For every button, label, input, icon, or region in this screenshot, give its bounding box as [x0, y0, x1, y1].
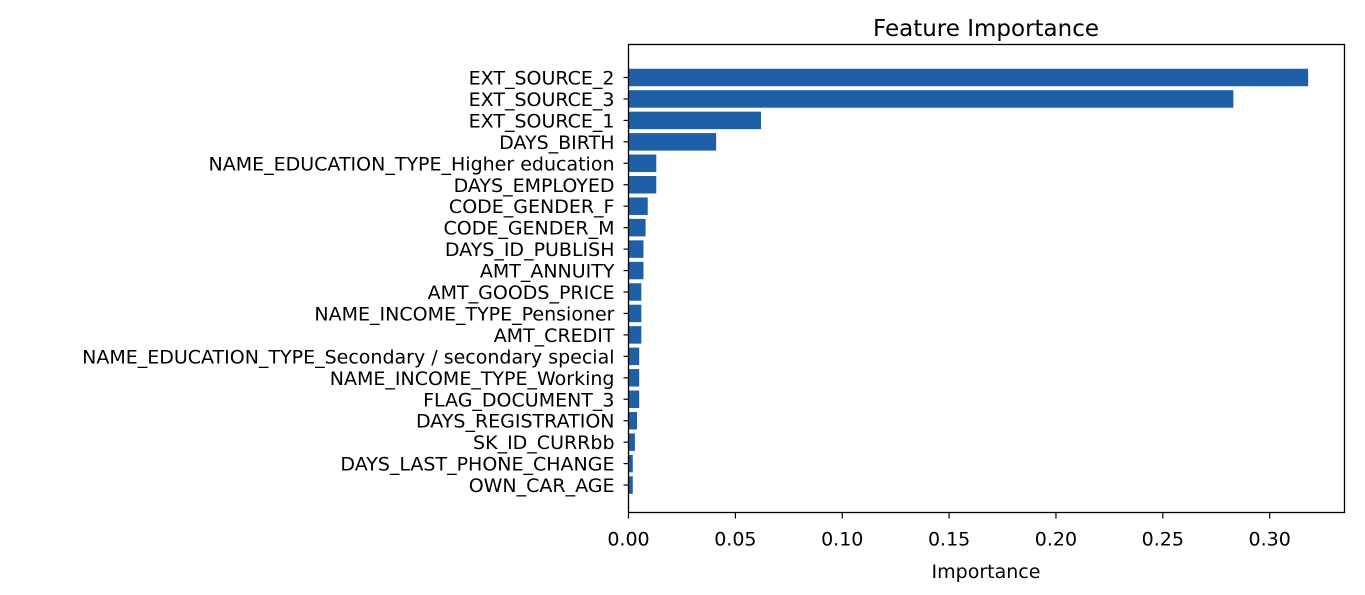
y-tick-label: CODE_GENDER_M	[443, 218, 614, 240]
y-tick-label: EXT_SOURCE_2	[469, 68, 615, 90]
bars-layer	[628, 68, 1309, 494]
y-tick-layer: EXT_SOURCE_2EXT_SOURCE_3EXT_SOURCE_1DAYS…	[82, 68, 629, 497]
y-tick-label: NAME_INCOME_TYPE_Pensioner	[314, 303, 614, 325]
bar-code-gender-f	[628, 197, 648, 215]
y-tick-label: DAYS_REGISTRATION	[416, 411, 615, 433]
bar-code-gender-m	[628, 218, 646, 237]
y-tick-label: CODE_GENDER_F	[449, 196, 615, 218]
y-tick-label: NAME_EDUCATION_TYPE_Secondary / secondar…	[82, 346, 614, 368]
bar-ext-source-3	[628, 90, 1234, 108]
bar-flag-document-3	[628, 390, 640, 408]
bar-name-income-type-working	[628, 369, 640, 387]
chart-title: Feature Importance	[873, 16, 1099, 42]
bar-name-education-type-secondary-secondary-special	[628, 347, 640, 366]
bar-days-employed	[628, 176, 657, 194]
y-tick-label: DAYS_BIRTH	[499, 132, 614, 154]
plot-frame	[627, 43, 1346, 514]
x-tick-label: 0.15	[928, 529, 970, 551]
bar-days-last-phone-change	[628, 454, 633, 473]
x-tick-label: 0.05	[714, 529, 756, 551]
bar-days-birth	[628, 133, 717, 151]
y-tick-label: NAME_EDUCATION_TYPE_Higher education	[209, 153, 615, 175]
bar-amt-credit	[628, 326, 642, 344]
x-tick-layer: 0.00 0.05 0.10 0.15 0.20 0.25 0.30	[607, 512, 1291, 551]
y-tick-label: FLAG_DOCUMENT_3	[423, 389, 614, 411]
bar-amt-goods-price	[628, 283, 642, 301]
x-tick-label: 0.25	[1142, 529, 1184, 551]
y-tick-label: DAYS_ID_PUBLISH	[445, 239, 615, 261]
y-tick-label: AMT_GOODS_PRICE	[428, 282, 615, 304]
y-tick-label: AMT_ANNUITY	[480, 261, 615, 283]
y-tick-label: EXT_SOURCE_3	[469, 89, 615, 111]
bar-amt-annuity	[628, 261, 644, 280]
y-tick-label: OWN_CAR_AGE	[469, 475, 615, 497]
bar-name-income-type-pensioner	[628, 304, 642, 323]
bar-name-education-type-higher-education	[628, 154, 657, 173]
bar-ext-source-2	[628, 68, 1309, 87]
bar-days-id-publish	[628, 240, 644, 258]
y-tick-label: DAYS_LAST_PHONE_CHANGE	[340, 454, 614, 476]
y-tick-label: EXT_SOURCE_1	[469, 110, 615, 132]
x-tick-label: 0.20	[1035, 529, 1077, 551]
x-tick-label: 0.10	[821, 529, 863, 551]
bar-days-registration	[628, 411, 638, 430]
bar-sk-id-currbb	[628, 433, 635, 451]
bar-own-car-age	[628, 476, 633, 494]
y-tick-label: NAME_INCOME_TYPE_Working	[330, 368, 615, 390]
x-tick-label: 0.00	[607, 529, 649, 551]
y-tick-label: DAYS_EMPLOYED	[454, 175, 615, 197]
x-tick-label: 0.30	[1249, 529, 1291, 551]
bar-ext-source-1	[628, 111, 762, 130]
x-axis-label: Importance	[932, 561, 1041, 583]
y-tick-label: SK_ID_CURRbb	[473, 432, 614, 454]
y-tick-label: AMT_CREDIT	[494, 325, 615, 347]
